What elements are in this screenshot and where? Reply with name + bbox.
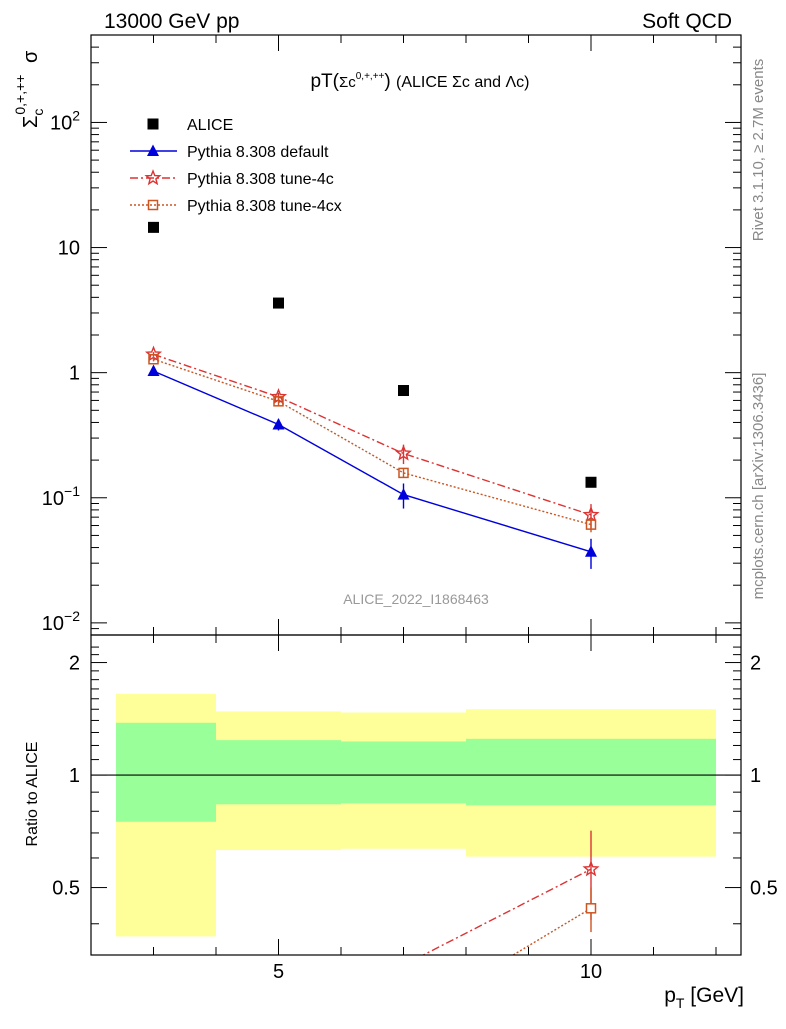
header-left: 13000 GeV pp [104, 10, 239, 33]
ratio-y-tick-label-right-1: 1 [750, 765, 761, 787]
data-point-1-3 [585, 545, 597, 557]
data-point-3-1 [273, 396, 284, 407]
legend-marker-3 [147, 199, 159, 211]
ratio-y-tick-label-left-0: 2 [69, 653, 80, 675]
y-tick-label-3: 10−1 [42, 483, 80, 510]
plot-title: pT(Σc0,+,++) (ALICE Σc and Λc) [310, 71, 529, 92]
data-point-0-3 [585, 476, 597, 488]
ratio-y-tick-label-right-2: 0.5 [750, 878, 778, 900]
ylabel-tail: σ [20, 50, 42, 63]
band-inner-3 [466, 738, 716, 806]
legend-label-3: Pythia 8.308 tune-4cx [187, 198, 342, 215]
y-axis-label: Σc0,+,++ σ [12, 50, 46, 128]
mcplots-label: mcplots.cern.ch [arXiv:1306.3436] [750, 373, 767, 600]
y-tick-label-4: 10−2 [42, 608, 80, 635]
ratio-y-label: Ratio to ALICE [24, 742, 41, 847]
legend-marker-0 [147, 118, 159, 130]
ratio-y-tick-label-left-1: 1 [69, 765, 80, 787]
data-point-1-0 [147, 364, 160, 377]
data-point-3-2 [398, 467, 409, 479]
data-point-3-0 [148, 353, 159, 365]
title-close: ) [384, 71, 390, 92]
legend-marker-1 [147, 144, 159, 156]
y-tick-label-2: 1 [69, 363, 80, 385]
ylabel-sub: c [30, 109, 46, 116]
ratio-line-1 [511, 907, 592, 955]
y-tick-label-0: 102 [50, 107, 80, 134]
data-point-1-1 [272, 418, 285, 430]
watermark: ALICE_2022_I1868463 [343, 591, 489, 607]
data-point-1-2 [397, 488, 410, 500]
xlabel-main: p [664, 984, 676, 1007]
data-point-2-3 [582, 506, 600, 523]
x-tick-label-1: 10 [580, 961, 602, 983]
ratio-point-0 [582, 860, 600, 877]
data-point-0-2 [398, 385, 409, 397]
xlabel-unit: [GeV] [690, 984, 744, 1007]
ratio-y-tick-label-right-0: 2 [750, 653, 761, 675]
legend: ALICE Pythia 8.308 default Pythia 8.308 tu… [130, 117, 342, 215]
band-inner-1 [216, 740, 341, 805]
x-axis-label: pT [GeV] [664, 984, 744, 1011]
ratio-frame [90, 634, 742, 956]
series-line-1 [153, 370, 592, 553]
data-point-0-0 [148, 221, 159, 233]
data-point-3-3 [585, 519, 597, 530]
ratio-point-1 [585, 903, 597, 914]
series-line-3 [153, 358, 592, 526]
xlabel-sub: T [676, 995, 685, 1011]
ratio-y-tick-label-left-2: 0.5 [52, 878, 80, 900]
data-point-2-2 [394, 444, 413, 461]
legend-label-0: ALICE [187, 117, 233, 134]
rivet-label: Rivet 3.1.10, ≥ 2.7M events [750, 59, 767, 242]
ylabel-sup: 0,+,++ [12, 75, 28, 115]
data-point-0-1 [273, 297, 284, 309]
ratio-line-0 [421, 868, 592, 955]
y-tick-label-1: 10 [58, 238, 80, 260]
x-tick-label-0: 5 [273, 961, 284, 983]
title-sup: 0,+,++ [356, 71, 385, 82]
legend-label-1: Pythia 8.308 default [187, 144, 329, 161]
band-inner-2 [341, 741, 466, 804]
title-sigma: Σc [339, 74, 356, 91]
header-right: Soft QCD [642, 10, 732, 33]
ylabel-symbol: Σ [20, 116, 42, 128]
legend-label-2: Pythia 8.308 tune-4c [187, 171, 334, 188]
series-line-2 [153, 353, 592, 516]
legend-marker-2 [144, 169, 162, 186]
band-inner-0 [116, 722, 216, 822]
title-main: pT( [310, 71, 339, 92]
title-rest: (ALICE Σc and Λc) [396, 74, 530, 91]
